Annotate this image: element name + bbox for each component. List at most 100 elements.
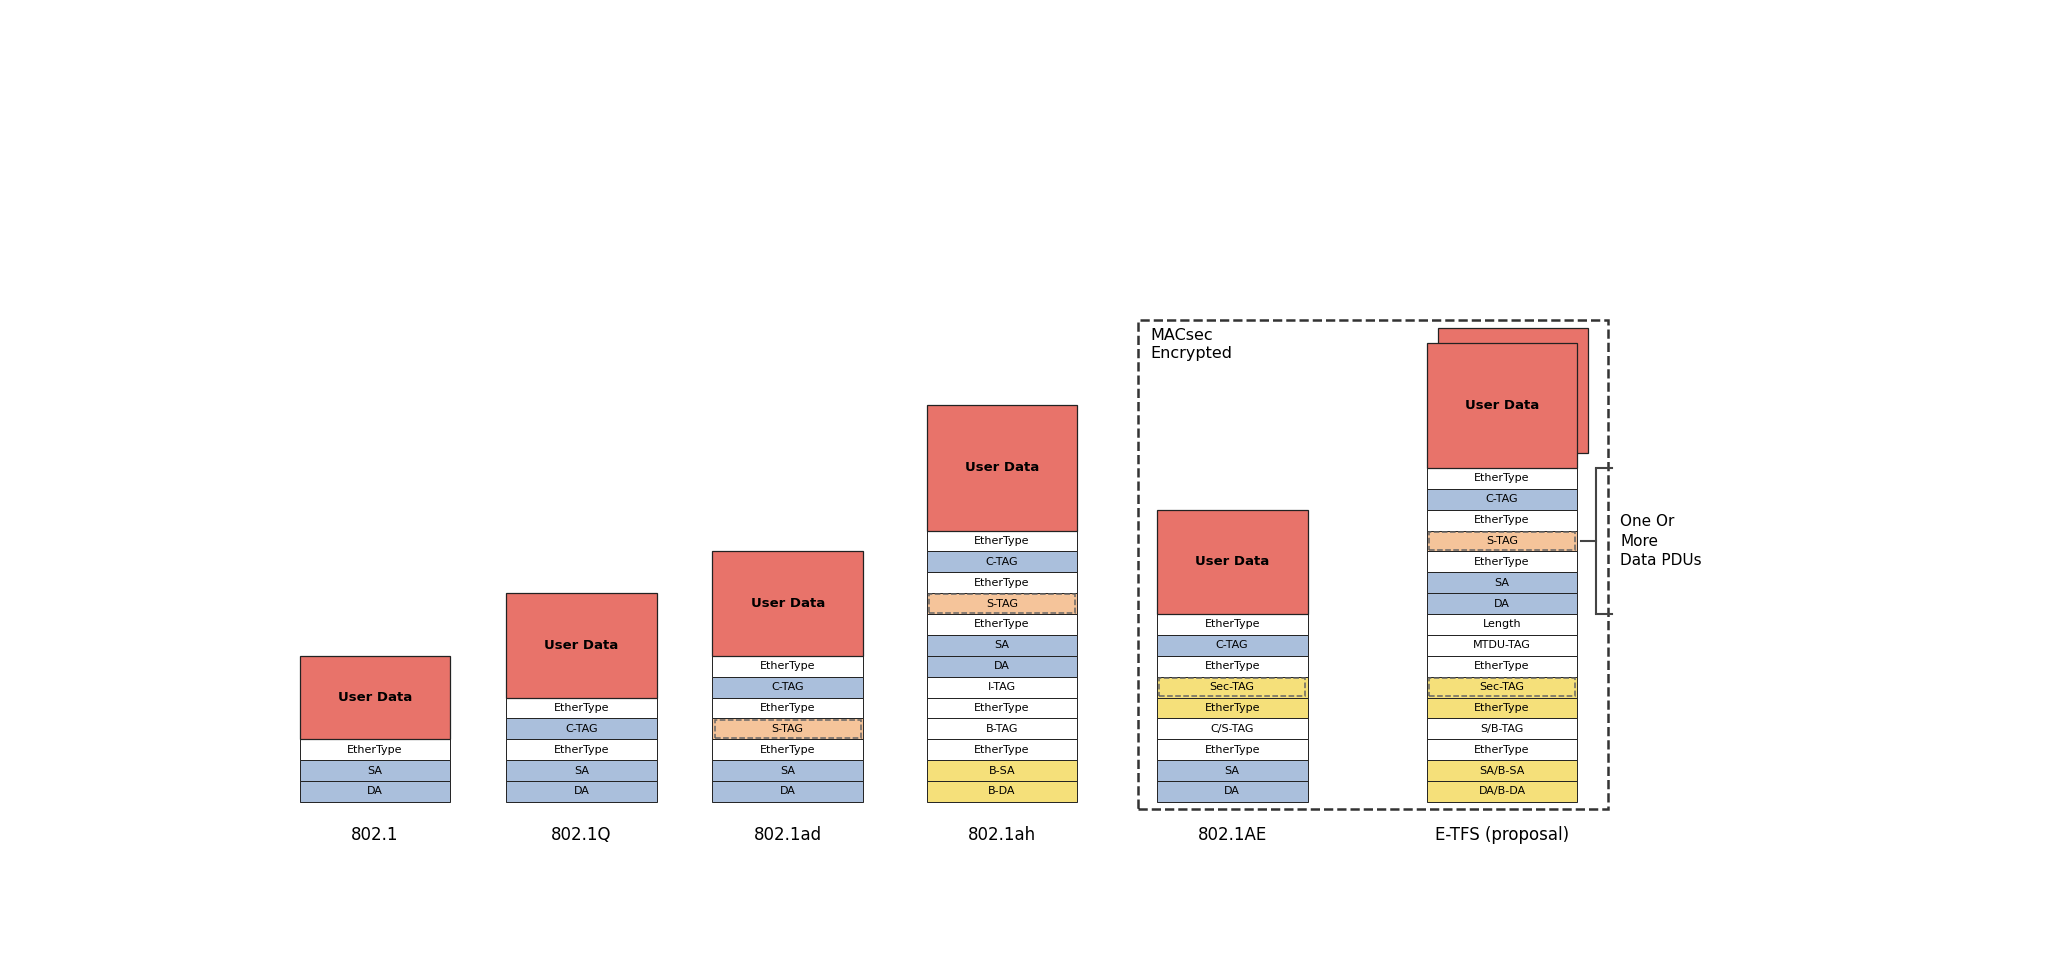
Text: C-TAG: C-TAG [1217,641,1249,650]
Text: S-TAG: S-TAG [1487,536,1518,546]
Text: EtherType: EtherType [1475,515,1530,526]
Text: 802.1ah: 802.1ah [969,827,1036,844]
Bar [926,593,1077,614]
Text: SA: SA [995,641,1010,650]
Text: S-TAG: S-TAG [772,724,803,734]
Text: EtherType: EtherType [975,744,1030,755]
Bar [299,655,451,740]
Text: B-SA: B-SA [989,766,1016,775]
Text: DA: DA [1493,598,1509,609]
Text: EtherType: EtherType [760,661,815,671]
Bar [715,719,860,739]
Bar [1427,468,1577,489]
Bar [1157,718,1307,740]
Bar [299,760,451,781]
Bar [1157,510,1307,614]
Text: EtherType: EtherType [760,703,815,713]
Text: EtherType: EtherType [1204,703,1260,713]
Bar [1427,635,1577,655]
Bar [713,655,862,677]
Text: 802.1Q: 802.1Q [551,827,612,844]
Text: S/B-TAG: S/B-TAG [1481,724,1524,734]
Text: User Data: User Data [750,597,825,610]
Bar [926,552,1077,572]
Text: User Data: User Data [965,462,1038,474]
Text: E-TFS (proposal): E-TFS (proposal) [1436,827,1569,844]
Text: Length: Length [1483,620,1522,629]
Text: EtherType: EtherType [1204,744,1260,755]
Bar [1427,614,1577,635]
Text: B-DA: B-DA [989,786,1016,797]
Bar [506,740,657,760]
Bar [926,740,1077,760]
Bar [1427,552,1577,572]
Text: 802.1ad: 802.1ad [754,827,821,844]
Text: MACsec
Encrypted: MACsec Encrypted [1151,328,1233,361]
Text: EtherType: EtherType [1475,744,1530,755]
Bar [1430,531,1575,551]
Bar [299,740,451,760]
Bar [1427,572,1577,593]
Bar [506,718,657,740]
Text: EtherType: EtherType [1204,620,1260,629]
Bar [930,594,1075,613]
Text: EtherType: EtherType [553,703,608,713]
Text: EtherType: EtherType [553,744,608,755]
Bar [1157,635,1307,655]
Bar [1427,593,1577,614]
Text: DA: DA [1225,786,1241,797]
Bar [1157,740,1307,760]
Bar [1157,614,1307,635]
Text: SA: SA [780,766,795,775]
Bar [1427,343,1577,468]
Bar [1427,530,1577,552]
Text: C-TAG: C-TAG [1485,495,1518,504]
Bar [926,614,1077,635]
Bar [1427,677,1577,698]
Bar [1157,781,1307,802]
Text: User Data: User Data [1464,399,1540,411]
Bar [713,698,862,718]
Bar [1157,760,1307,781]
Bar [926,635,1077,655]
Text: I-TAG: I-TAG [987,682,1016,692]
Bar [713,552,862,655]
Bar [1427,781,1577,802]
Text: Sec-TAG: Sec-TAG [1210,682,1255,692]
Text: EtherType: EtherType [975,536,1030,546]
Text: MTDU-TAG: MTDU-TAG [1473,641,1532,650]
Text: 802.1AE: 802.1AE [1198,827,1268,844]
Bar [506,760,657,781]
Bar [506,781,657,802]
Bar [1157,677,1307,698]
Text: EtherType: EtherType [1475,557,1530,567]
Bar [926,781,1077,802]
Text: C-TAG: C-TAG [985,557,1018,567]
Text: DA: DA [573,786,590,797]
Text: DA: DA [780,786,797,797]
Text: EtherType: EtherType [1475,473,1530,483]
Bar [1427,740,1577,760]
Bar [1139,320,1608,809]
Text: EtherType: EtherType [975,620,1030,629]
Text: EtherType: EtherType [348,744,403,755]
Bar [1430,678,1575,696]
Bar [713,677,862,698]
Bar [926,530,1077,552]
Bar [1157,698,1307,718]
Text: EtherType: EtherType [760,744,815,755]
Bar [713,740,862,760]
Text: One Or
More
Data PDUs: One Or More Data PDUs [1620,514,1702,568]
Bar [926,698,1077,718]
Text: EtherType: EtherType [1204,661,1260,671]
Text: 802.1: 802.1 [352,827,399,844]
Text: User Data: User Data [545,639,618,651]
Text: B-TAG: B-TAG [985,724,1018,734]
Text: EtherType: EtherType [975,578,1030,588]
Bar [1427,760,1577,781]
Text: DA: DA [993,661,1010,671]
Text: User Data: User Data [338,691,412,704]
Bar [1427,489,1577,510]
Text: SA: SA [573,766,590,775]
Text: EtherType: EtherType [1475,703,1530,713]
